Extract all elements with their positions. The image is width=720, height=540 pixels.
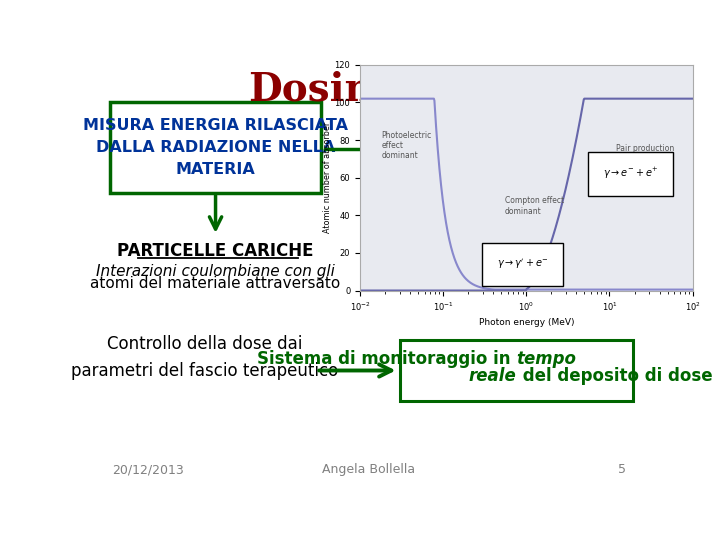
FancyBboxPatch shape bbox=[400, 340, 634, 401]
Text: Interazioni coulombiane con gli: Interazioni coulombiane con gli bbox=[96, 264, 335, 279]
Text: Controllo della dose dai
parametri del fascio terapeutico: Controllo della dose dai parametri del f… bbox=[71, 335, 338, 380]
Text: tempo: tempo bbox=[517, 350, 577, 368]
Text: 5: 5 bbox=[618, 463, 626, 476]
Text: atomi del materiale attraversato: atomi del materiale attraversato bbox=[91, 276, 341, 291]
Text: MISURA ENERGIA RILASCIATA
DALLA RADIAZIONE NELLA
MATERIA: MISURA ENERGIA RILASCIATA DALLA RADIAZIO… bbox=[83, 118, 348, 177]
Text: reale: reale bbox=[469, 367, 517, 385]
Text: Sistema di monitoraggio in: Sistema di monitoraggio in bbox=[257, 350, 517, 368]
Text: 20/12/2013: 20/12/2013 bbox=[112, 463, 184, 476]
Text: PARTICELLE CARICHE: PARTICELLE CARICHE bbox=[117, 242, 314, 260]
Text: Angela Bollella: Angela Bollella bbox=[323, 463, 415, 476]
Y-axis label: Atomic number of absorber: Atomic number of absorber bbox=[323, 122, 332, 233]
Text: FOTONI: FOTONI bbox=[409, 140, 486, 159]
Text: Pair production
dominant: Pair production dominant bbox=[616, 144, 675, 163]
X-axis label: Photon energy (MeV): Photon energy (MeV) bbox=[479, 318, 574, 327]
Text: del deposito di dose: del deposito di dose bbox=[517, 367, 712, 385]
Text: $\gamma \rightarrow \gamma' + e^{-}$: $\gamma \rightarrow \gamma' + e^{-}$ bbox=[497, 258, 549, 271]
Text: Photoelectric
effect
dominant: Photoelectric effect dominant bbox=[381, 131, 431, 160]
FancyBboxPatch shape bbox=[110, 102, 321, 193]
Text: Compton effect
dominant: Compton effect dominant bbox=[505, 196, 564, 215]
Text: $\gamma \rightarrow e^{-}+e^{+}$: $\gamma \rightarrow e^{-}+e^{+}$ bbox=[603, 166, 659, 181]
Text: Dosimetria: Dosimetria bbox=[248, 70, 490, 109]
